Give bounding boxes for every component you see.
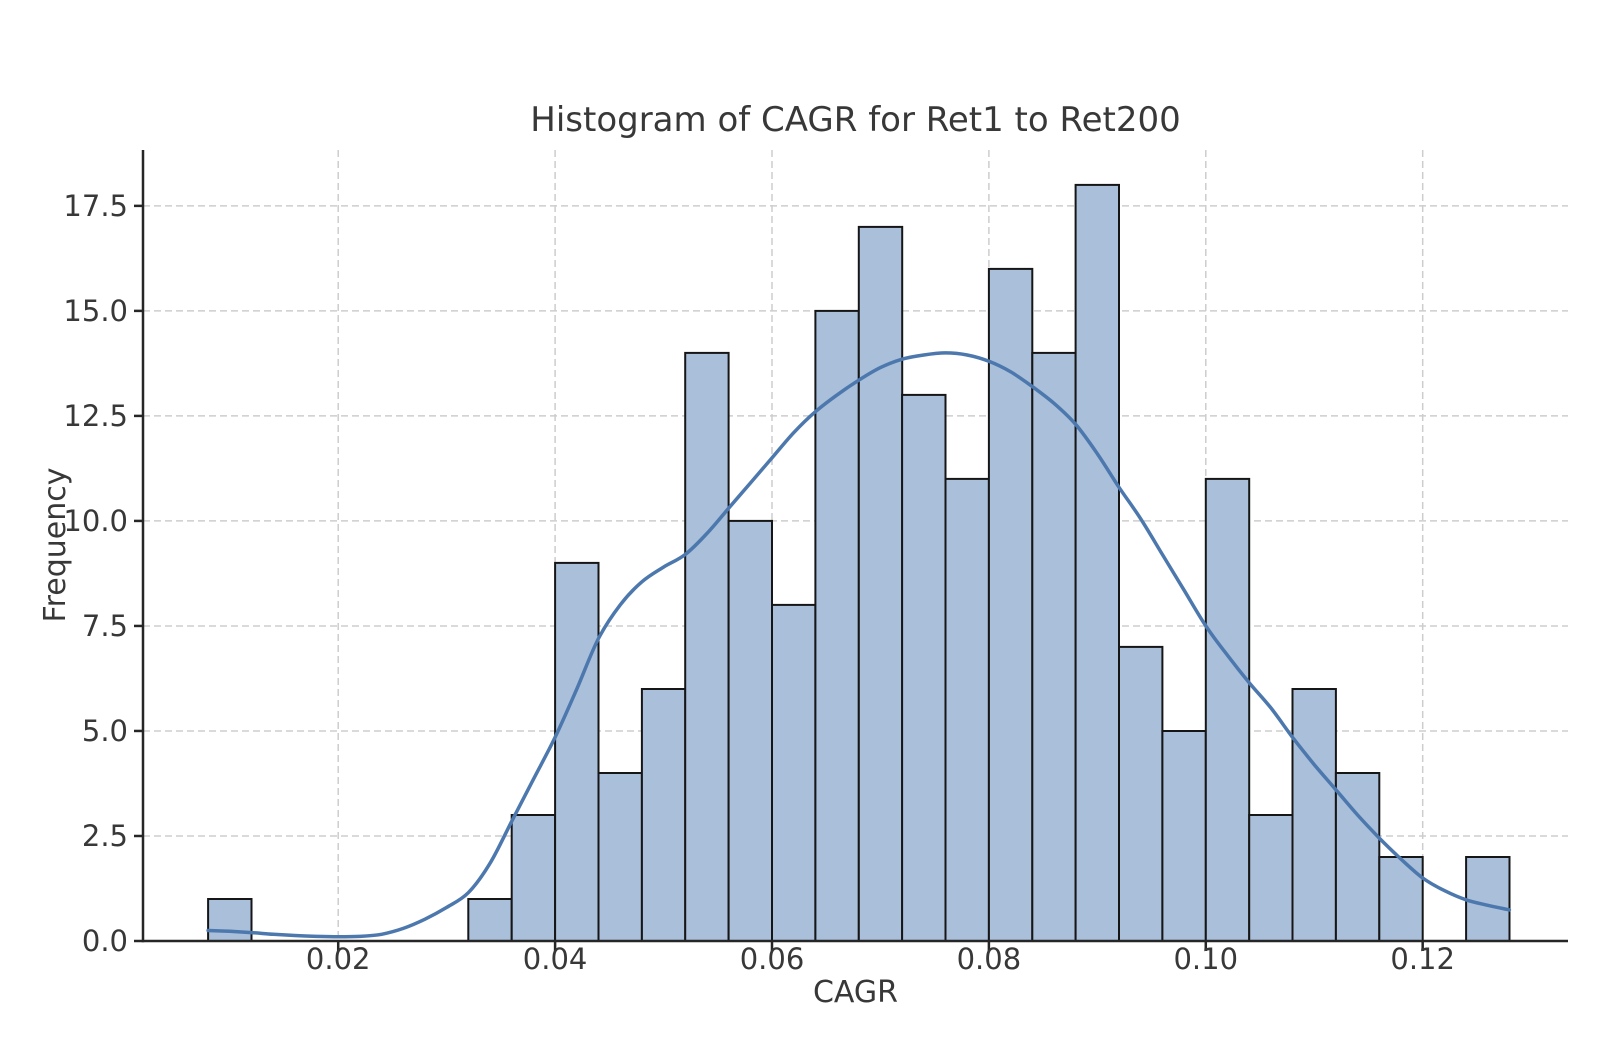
x-tick-label: 0.12 [1390, 942, 1455, 976]
histogram-bar [1118, 645, 1164, 943]
histogram-bar [510, 814, 557, 942]
x-tick-label: 0.10 [1173, 942, 1238, 976]
y-tick-label: 7.5 [82, 609, 128, 643]
histogram-bar [901, 393, 947, 942]
histogram-bar [987, 267, 1034, 942]
kde-curve [206, 351, 1512, 939]
histogram-bar [684, 351, 730, 942]
tick-marks [134, 204, 1424, 951]
histogram-bar [207, 898, 253, 942]
histogram-bar [1074, 183, 1120, 942]
histogram-bar [771, 603, 817, 943]
y-tick-label: 5.0 [82, 714, 128, 748]
histogram-bar [1378, 856, 1424, 942]
chart-title: Histogram of CAGR for Ret1 to Ret200 [530, 100, 1181, 140]
y-tick-label: 0.0 [82, 924, 128, 958]
tick-labels: 0.02 0.04 0.06 0.08 0.10 0.12 0.0 2.5 5.0 7.5 10.0… [63, 189, 1455, 976]
histogram-bar [597, 772, 643, 942]
histogram-bar [1161, 730, 1207, 942]
x-tick-label: 0.08 [957, 942, 1022, 976]
histogram-bar [944, 477, 990, 942]
x-tick-label: 0.06 [740, 942, 805, 976]
y-tick-label: 12.5 [63, 399, 128, 433]
axis-spines [141, 150, 1568, 943]
y-tick-label: 2.5 [82, 819, 128, 853]
histogram-bar [727, 519, 773, 943]
histogram-bar [814, 309, 860, 942]
x-tick-label: 0.02 [306, 942, 371, 976]
histogram-bar [467, 898, 513, 942]
x-axis-label: CAGR [812, 975, 899, 1010]
histogram-bar [857, 225, 904, 942]
histogram-bar [1031, 351, 1077, 942]
histogram-bar [1291, 688, 1337, 942]
histogram-bar [1465, 856, 1511, 942]
histogram-bar [1204, 477, 1251, 942]
y-tick-label: 15.0 [63, 294, 128, 328]
x-tick-label: 0.04 [523, 942, 588, 976]
y-tick-label: 10.0 [63, 504, 128, 538]
gridline-group [143, 150, 1568, 941]
histogram-bar [640, 688, 687, 942]
y-tick-label: 17.5 [63, 189, 128, 223]
histogram-bar [1248, 814, 1294, 942]
histogram-bar [554, 561, 600, 943]
histogram-bars [207, 183, 1511, 943]
y-axis-label: Frequency [38, 467, 73, 623]
